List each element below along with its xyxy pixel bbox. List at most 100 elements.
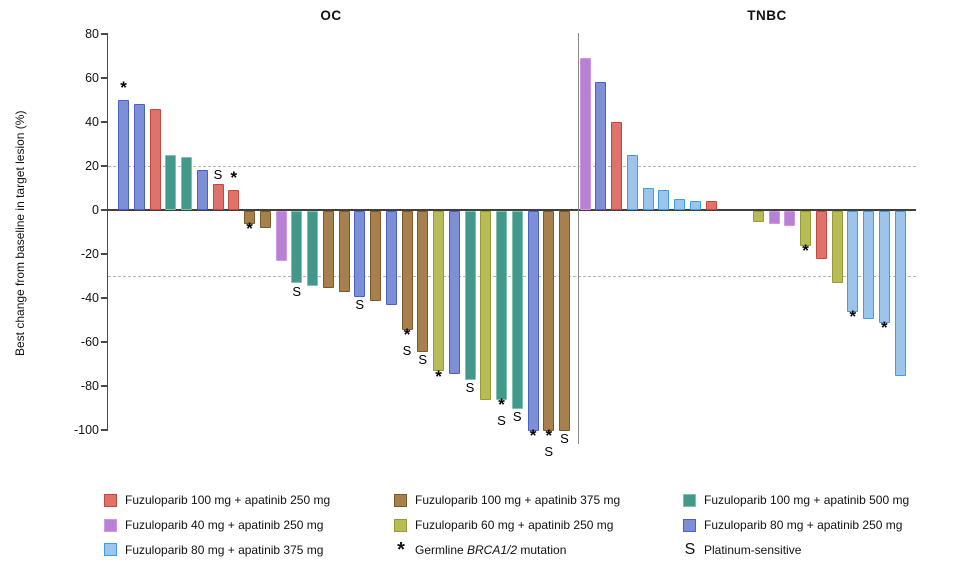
bar-oc-13 — [307, 210, 318, 286]
bar-tnbc-20 — [878, 210, 890, 323]
legend-label: Fuzuloparib 80 mg + apatinib 375 mg — [125, 542, 324, 557]
bar-oc-7 — [212, 183, 224, 210]
legend-column-3: Fuzuloparib 100 mg + apatinib 500 mg Fuzu… — [683, 488, 909, 562]
legend-label: Fuzuloparib 100 mg + apatinib 250 mg — [125, 493, 331, 508]
bar-tnbc-7 — [674, 199, 685, 210]
bar-oc-28 — [543, 210, 555, 431]
legend-label: Fuzuloparib 60 mg + apatinib 250 mg — [415, 518, 614, 533]
platinum-marker: S — [402, 342, 412, 358]
bar-tnbc-2 — [595, 82, 607, 210]
bar-oc-9 — [244, 210, 255, 224]
brca-marker: * — [246, 219, 253, 239]
bar-oc-3 — [149, 108, 161, 210]
legend-swatch-red — [104, 493, 117, 507]
y-tick — [100, 209, 107, 211]
brca-marker: * — [545, 426, 553, 445]
bar-tnbc-12 — [752, 210, 764, 222]
platinum-marker: S — [292, 283, 302, 299]
brca-marker: * — [529, 426, 537, 445]
legend-label: Fuzuloparib 80 mg + apatinib 250 mg — [704, 518, 903, 533]
legend-item: Fuzuloparib 100 mg + apatinib 250 mg — [104, 488, 330, 513]
platinum-marker: S — [497, 413, 506, 429]
bar-tnbc-16 — [815, 210, 827, 260]
bar-tnbc-15 — [800, 210, 811, 246]
platinum-marker: S — [465, 380, 475, 396]
y-tick-label: 40 — [85, 115, 99, 129]
platinum-marker: S — [213, 166, 223, 182]
legend-item: Fuzuloparib 100 mg + apatinib 500 mg — [683, 488, 909, 513]
zero-line — [108, 209, 916, 211]
y-tick-label: 60 — [85, 71, 99, 85]
bar-oc-19 — [401, 210, 413, 330]
bar-oc-16 — [354, 210, 366, 297]
legend-label: Platinum-sensitive — [704, 542, 802, 557]
legend-label: Germline BRCA1/2 mutation — [415, 542, 567, 557]
bar-oc-21 — [433, 210, 444, 372]
legend-item: Fuzuloparib 80 mg + apatinib 375 mg — [104, 538, 330, 563]
bar-oc-8 — [228, 190, 240, 210]
bar-oc-25 — [496, 210, 507, 400]
y-tick-label: -20 — [80, 247, 99, 261]
legend-swatch-teal — [683, 493, 696, 507]
bar-oc-17 — [370, 210, 381, 301]
bar-oc-26 — [511, 210, 523, 409]
group-separator — [577, 33, 579, 444]
legend-swatch-olive — [394, 518, 407, 532]
legend-label: Fuzuloparib 100 mg + apatinib 500 mg — [704, 493, 910, 508]
y-tick — [100, 77, 107, 79]
bar-tnbc-1 — [579, 58, 591, 210]
bar-tnbc-13 — [768, 210, 780, 224]
bar-oc-29 — [559, 210, 570, 431]
brca-marker: * — [120, 78, 127, 97]
bar-oc-1 — [118, 100, 129, 210]
y-tick — [100, 297, 107, 299]
platinum-marker: S — [560, 431, 569, 446]
legend-label: Fuzuloparib 40 mg + apatinib 250 mg — [125, 518, 324, 533]
legend-column-1: Fuzuloparib 100 mg + apatinib 250 mg Fuzu… — [104, 488, 330, 562]
y-tick — [100, 341, 107, 343]
platinum-marker: S — [355, 296, 365, 312]
bar-oc-12 — [291, 210, 303, 284]
brca-marker: * — [498, 395, 505, 415]
y-tick-label: -100 — [73, 423, 99, 437]
bar-tnbc-14 — [784, 210, 796, 227]
bar-tnbc-3 — [611, 122, 622, 210]
brca-symbol: * — [397, 538, 405, 561]
y-tick-label: -40 — [80, 291, 99, 305]
bar-oc-23 — [464, 210, 476, 381]
y-tick-label: 20 — [85, 159, 99, 173]
y-tick-label: 0 — [92, 203, 99, 217]
legend-item: Fuzuloparib 40 mg + apatinib 250 mg — [104, 513, 330, 538]
bar-tnbc-18 — [847, 210, 859, 312]
bar-tnbc-6 — [658, 190, 670, 210]
bar-oc-22 — [448, 210, 460, 374]
reference-line-20 — [108, 166, 916, 167]
bar-oc-2 — [133, 104, 145, 210]
group-title-oc: OC — [320, 8, 342, 23]
brca-marker: * — [230, 168, 238, 188]
bar-tnbc-4 — [626, 155, 638, 210]
brca-marker: * — [435, 366, 442, 386]
legend-item: * Germline BRCA1/2 mutation — [394, 538, 620, 563]
legend-swatch-periwinkle — [683, 518, 696, 532]
bar-tnbc-5 — [642, 188, 654, 210]
legend-label: Fuzuloparib 100 mg + apatinib 375 mg — [415, 493, 621, 508]
bar-tnbc-19 — [863, 210, 874, 319]
group-title-tnbc: TNBC — [747, 8, 787, 23]
y-tick — [100, 385, 107, 387]
bar-oc-24 — [480, 210, 492, 400]
y-tick-label: -80 — [80, 379, 99, 393]
bar-oc-11 — [275, 210, 287, 262]
bar-oc-14 — [322, 210, 334, 288]
bar-tnbc-9 — [705, 201, 717, 210]
bar-oc-20 — [417, 210, 429, 352]
bar-oc-4 — [165, 155, 177, 210]
bar-oc-15 — [338, 210, 350, 293]
brca-marker: * — [849, 307, 857, 327]
brca-marker: * — [880, 318, 888, 338]
y-tick — [100, 121, 107, 123]
y-tick — [100, 253, 107, 255]
y-tick — [100, 429, 107, 431]
bar-tnbc-17 — [831, 210, 843, 284]
